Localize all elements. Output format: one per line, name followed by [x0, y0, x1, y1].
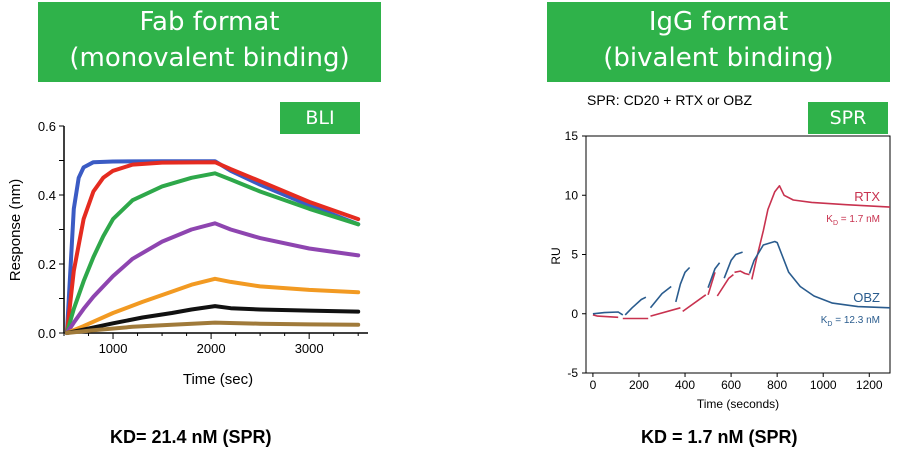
- spr-y-tick-label: 10: [565, 188, 579, 202]
- bli-x-tick-label: 1000: [99, 341, 128, 356]
- spr-series-obz-segment: [624, 296, 647, 316]
- bli-y-tick-label: 0.6: [38, 119, 56, 134]
- bli-x-axis-label: Time (sec): [183, 371, 253, 388]
- spr-series-obz-segment: [723, 251, 743, 279]
- spr-series-rtx-segment: [592, 314, 619, 319]
- spr-x-tick-label: 400: [675, 378, 695, 392]
- spr-series-obz-segment: [592, 311, 624, 316]
- spr-series-obz-segment: [707, 262, 721, 288]
- bli-y-tick-label: 0.0: [38, 326, 56, 341]
- spr-y-axis-label: RU: [549, 247, 563, 264]
- bli-y-tick-label: 0.2: [38, 257, 56, 272]
- spr-kd-label: KD = 12.3 nM: [821, 315, 880, 328]
- fab-kd-text: KD= 21.4 nM (SPR): [110, 427, 272, 447]
- spr-series-obz-segment: [748, 240, 891, 309]
- spr-y-tick-label: 15: [565, 129, 579, 143]
- spr-x-tick-label: 1200: [856, 378, 883, 392]
- spr-badge: SPR: [808, 102, 888, 134]
- spr-series-rtx-segment: [751, 185, 891, 280]
- spr-x-tick-label: 600: [721, 378, 741, 392]
- spr-series-label: OBZ: [853, 290, 880, 305]
- left-panel-title: Fab format: [139, 7, 280, 37]
- left-panel-subtitle: (monovalent binding): [69, 43, 350, 73]
- bli-series-line: [64, 171, 361, 335]
- spr-series-rtx-segment: [707, 272, 716, 296]
- igg-kd-text: KD = 1.7 nM (SPR): [641, 427, 798, 447]
- bli-series-line: [64, 304, 361, 335]
- right-panel-header: IgG format (bivalent binding): [547, 2, 890, 82]
- bli-y-axis-label: Response (nm): [7, 179, 24, 282]
- bli-series-line: [64, 160, 361, 335]
- spr-plot-frame: [585, 135, 891, 374]
- spr-y-tick-label: 0: [571, 307, 578, 321]
- spr-caption: SPR: CD20 + RTX or OBZ: [587, 92, 753, 108]
- bli-x-tick-label: 3000: [295, 341, 324, 356]
- spr-y-tick-label: -5: [567, 366, 578, 380]
- spr-x-tick-label: 0: [590, 378, 597, 392]
- spr-series-label: RTX: [854, 189, 880, 204]
- spr-kd-label: KD = 1.7 nM: [826, 214, 880, 227]
- bli-badge: BLI: [280, 102, 360, 134]
- spr-series-obz-segment: [649, 285, 672, 309]
- left-panel-header: Fab format (monovalent binding): [38, 2, 381, 82]
- right-panel-title: IgG format: [648, 7, 789, 37]
- bli-y-tick-label: 0.4: [38, 188, 56, 203]
- spr-series-rtx-segment: [716, 273, 734, 297]
- spr-series-rtx-segment: [682, 294, 707, 313]
- spr-series-rtx-segment: [650, 307, 681, 317]
- right-panel-subtitle: (bivalent binding): [603, 43, 834, 73]
- bli-series-line: [64, 320, 361, 335]
- spr-x-tick-label: 800: [767, 378, 787, 392]
- spr-x-axis-label: Time (seconds): [697, 397, 779, 411]
- spr-y-tick-label: 5: [571, 248, 578, 262]
- spr-x-tick-label: 1000: [810, 378, 837, 392]
- spr-series-rtx-segment: [734, 270, 750, 276]
- bli-x-tick-label: 2000: [197, 341, 226, 356]
- spr-series-obz-segment: [675, 266, 691, 303]
- bli-series-line: [64, 221, 361, 335]
- bli-series-line: [64, 159, 361, 335]
- bli-series-line: [64, 276, 361, 335]
- spr-x-tick-label: 200: [629, 378, 649, 392]
